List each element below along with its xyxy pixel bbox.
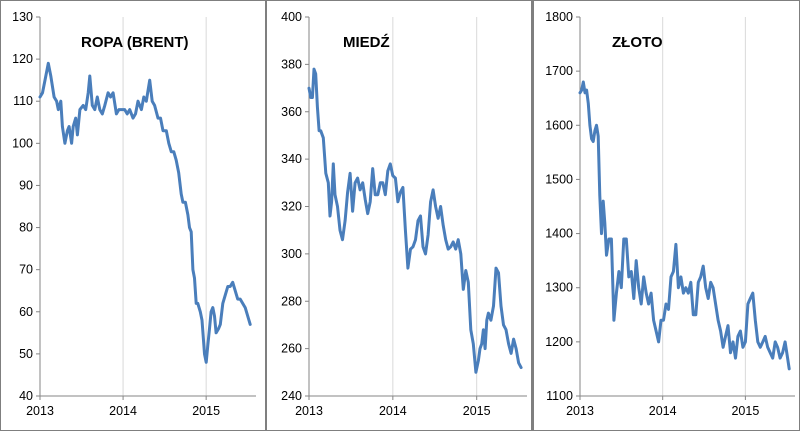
y-tick-label: 300 [281, 247, 302, 261]
chart-ropa: 40 50 60 70 80 90 100 110 120 130 2013 2014 2015 ROPA… [12, 10, 256, 418]
chart-panel-ropa: 40 50 60 70 80 90 100 110 120 130 2013 2014 2015 ROPA… [0, 0, 265, 431]
series-line [578, 80, 791, 371]
y-tick-label: 90 [19, 178, 33, 192]
x-tick-label: 2014 [649, 404, 677, 418]
y-tick-label: 120 [12, 52, 33, 66]
y-tick-label: 1100 [546, 389, 573, 403]
y-tick-label: 240 [281, 389, 302, 403]
x-tick-label: 2014 [109, 404, 137, 418]
x-tick-label: 2013 [566, 404, 594, 418]
series-line [307, 67, 523, 374]
y-tick-label: 320 [281, 200, 302, 214]
x-tick-label: 2014 [379, 404, 407, 418]
y-tick-label: 340 [281, 152, 302, 166]
chart-title: MIEDŹ [343, 34, 390, 51]
y-tick-label: 360 [281, 105, 302, 119]
y-tick-label: 70 [19, 263, 33, 277]
y-tick-label: 400 [281, 10, 302, 24]
y-tick-label: 110 [13, 94, 33, 108]
y-tick-label: 260 [281, 342, 302, 356]
y-tick-label: 1600 [545, 118, 573, 132]
y-tick-label: 380 [281, 57, 302, 71]
x-tick-label: 2015 [463, 404, 491, 418]
chart-title: ZŁOTO [612, 34, 663, 51]
y-tick-label: 130 [12, 10, 33, 24]
chart-panel-zloto: 1100 1200 1300 1400 1500 1600 1700 1800 2013 2014… [532, 0, 800, 431]
y-tick-label: 1300 [545, 281, 573, 295]
y-tick-label: 280 [281, 294, 302, 308]
y-tick-label: 50 [19, 347, 33, 361]
y-tick-label: 100 [12, 136, 33, 150]
y-tick-label: 1400 [545, 227, 573, 241]
y-tick-label: 60 [19, 305, 33, 319]
y-tick-label: 80 [19, 221, 33, 235]
x-tick-label: 2013 [26, 404, 54, 418]
y-tick-label: 1200 [545, 335, 573, 349]
y-tick-label: 1500 [545, 172, 573, 186]
y-tick-label: 1800 [545, 10, 573, 24]
chart-zloto: 1100 1200 1300 1400 1500 1600 1700 1800 2013 2014… [545, 10, 795, 418]
y-tick-label: 1700 [545, 64, 573, 78]
x-tick-label: 2013 [295, 404, 323, 418]
chart-title: ROPA (BRENT) [81, 34, 189, 51]
x-tick-label: 2015 [731, 404, 759, 418]
chart-panel-miedz: 240 260 280 300 320 340 360 380 400 2013 2014 2015 M… [265, 0, 532, 431]
x-tick-label: 2015 [192, 404, 220, 418]
y-tick-label: 40 [19, 389, 33, 403]
chart-miedz: 240 260 280 300 320 340 360 380 400 2013 2014 2015 M… [281, 10, 527, 418]
series-line [38, 61, 252, 364]
